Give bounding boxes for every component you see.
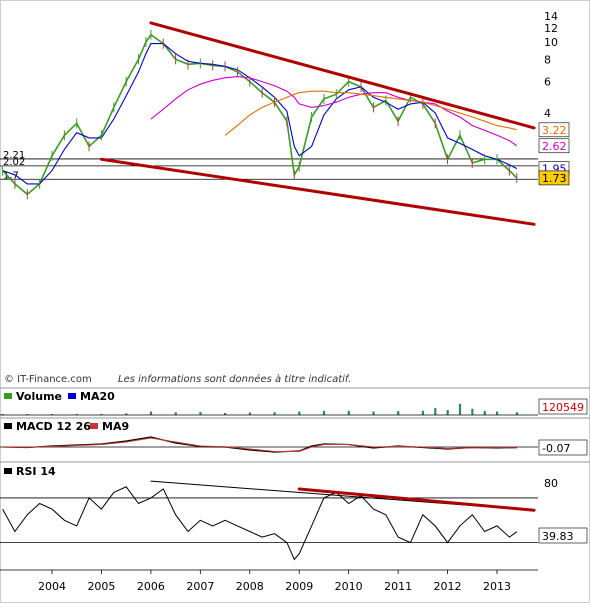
x-axis-year-label: 2013	[483, 580, 511, 593]
macd-last-value: -0.07	[542, 442, 570, 455]
rsi-trendlines	[150, 480, 536, 512]
macd-signal-line	[2, 437, 517, 452]
ma20-legend-label: MA20	[80, 390, 115, 403]
volume-bar	[75, 414, 78, 415]
price-last-value-box	[538, 170, 570, 186]
volume-bar	[174, 412, 177, 415]
volume-bar	[199, 411, 202, 415]
price-last-value-box	[538, 138, 570, 154]
price-last-value: 1.73	[542, 172, 567, 185]
rsi-line	[2, 486, 518, 561]
x-axis-year-label: 2009	[285, 580, 313, 593]
volume-bar	[322, 410, 326, 415]
rsi-trendline	[297, 487, 536, 512]
rsi-tick-80: 80	[544, 477, 558, 490]
volume-bar	[434, 408, 437, 415]
x-axis-year-label: 2011	[384, 580, 412, 593]
price-last-value: 3.22	[542, 124, 567, 137]
price-axis-tick: 10	[544, 36, 558, 49]
reference-level-label: 1.7	[3, 170, 19, 181]
price-last-value: 2.62	[542, 140, 567, 153]
volume-legend-label: Volume	[16, 390, 62, 403]
price-series-group	[2, 29, 518, 200]
ma-orange-line	[224, 90, 517, 136]
volume-bar	[515, 412, 518, 415]
volume-bar	[248, 412, 251, 415]
x-axis-year-label: 2007	[186, 580, 214, 593]
volume-bar	[1, 414, 4, 415]
volume-last-value-box	[538, 398, 588, 415]
macd-panel: MACD 12 26 MA9 -0.07	[0, 420, 588, 456]
copyright-text: © IT-Finance.com	[4, 374, 92, 385]
price-axis-tick: 12	[544, 22, 558, 35]
volume-bar	[149, 411, 153, 415]
rsi-last-value-box	[538, 527, 588, 544]
volume-bar	[100, 413, 103, 415]
x-axis-year-label: 2006	[137, 580, 165, 593]
macd-legend-label: MACD 12 26	[16, 420, 91, 433]
volume-bar	[421, 410, 425, 415]
ma20-legend-swatch	[68, 393, 76, 399]
macd-signal-legend-label: MA9	[102, 420, 129, 433]
x-axis-year-label: 2005	[87, 580, 115, 593]
volume-bar	[51, 414, 54, 415]
price-axis-tick: 8	[544, 53, 551, 66]
macd-signal-legend-swatch	[90, 423, 98, 429]
price-trendlines	[99, 21, 536, 226]
volume-bar	[483, 410, 486, 415]
x-axis-year-label: 2010	[335, 580, 363, 593]
rsi-panel: RSI 14 80 39.83	[0, 465, 588, 561]
volume-bar	[125, 413, 128, 415]
price-axis-tick: 6	[544, 76, 551, 89]
ma20-line	[2, 43, 518, 185]
macd-last-value-box	[538, 439, 588, 456]
volume-bars	[1, 403, 518, 415]
volume-bar	[298, 411, 301, 415]
price-last-value-box	[538, 122, 570, 138]
volume-bar	[347, 410, 350, 415]
volume-legend-swatch	[4, 393, 12, 399]
rsi-legend-label: RSI 14	[16, 465, 56, 478]
volume-bar	[397, 411, 400, 415]
volume-bar	[471, 408, 474, 415]
price-axis-tick: 4	[544, 107, 551, 120]
macd-legend-swatch	[4, 423, 12, 429]
price-trendline	[149, 21, 536, 130]
volume-bar	[496, 411, 499, 415]
price-trendline	[99, 157, 536, 226]
rsi-legend-swatch	[4, 468, 12, 474]
x-axis-year-label: 2012	[434, 580, 462, 593]
ma-magenta-line	[150, 76, 518, 147]
volume-bar	[446, 410, 449, 415]
reference-level-label: 2.21	[3, 150, 25, 161]
volume-last-value: 120549	[542, 401, 584, 414]
volume-bar	[372, 411, 375, 415]
volume-bar	[26, 414, 29, 415]
x-axis-year-label: 2004	[38, 580, 66, 593]
volume-bar	[273, 412, 276, 415]
x-axis-year-label: 2008	[236, 580, 264, 593]
volume-bar	[458, 403, 462, 415]
disclaimer-text: Les informations sont données à titre in…	[118, 373, 351, 385]
x-axis: 2004 2005 2006 2007 2008 2009 2010 2011 2012 2013	[38, 570, 511, 593]
price-axis-tick: 14	[544, 10, 558, 23]
reference-level-label: 2.02	[3, 157, 25, 168]
price-last-values: 3.222.621.951.73	[538, 122, 570, 186]
volume-panel: Volume MA20 120549	[0, 390, 588, 416]
rsi-line-group	[2, 486, 518, 561]
rsi-last-value: 39.83	[542, 530, 574, 543]
volume-bar	[224, 412, 227, 415]
macd-lines	[2, 436, 517, 453]
